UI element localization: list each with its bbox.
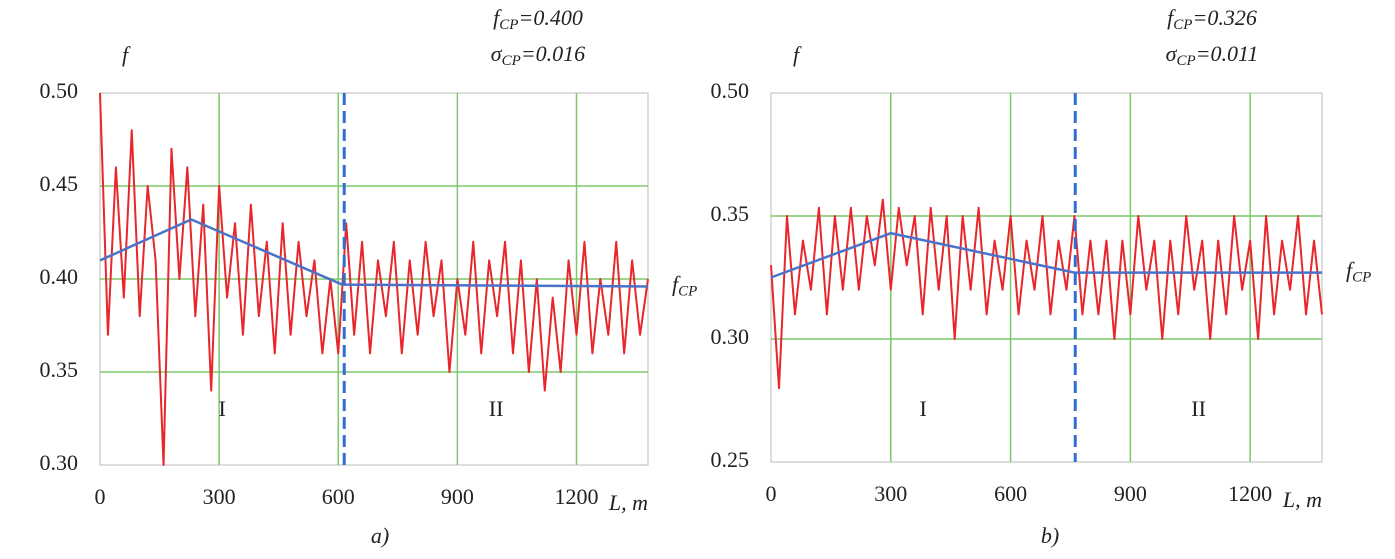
x-axis-label: L, m [608,490,648,515]
symbol: f [1346,258,1355,283]
zone-label: II [1191,396,1206,421]
signal-line [770,198,1323,390]
subscript: CP [1176,53,1195,69]
y-tick-label: 0.35 [711,201,750,226]
stat-label: σCP=0.011 [1166,41,1259,69]
symbol: σ [491,41,503,66]
subscript: CP [1173,17,1192,33]
symbol: f [672,271,681,296]
y-tick-label: 0.30 [711,324,750,349]
stat-label: fCP=0.400 [493,5,583,33]
caption: b) [1041,523,1059,548]
level-label: fCP [672,271,697,299]
stat-label: fCP=0.326 [1167,5,1257,33]
zone-label: I [919,396,926,421]
x-tick-label: 300 [874,481,907,506]
subscript: CP [678,284,697,300]
value-text: =0.016 [521,41,585,66]
symbol: σ [1166,41,1178,66]
y-axis-label: f [793,42,802,67]
value-text: =0.011 [1196,41,1259,66]
zone-label: II [489,396,504,421]
zone-label: I [218,396,225,421]
y-tick-label: 0.40 [40,264,79,289]
y-tick-label: 0.25 [711,447,750,472]
y-tick-label: 0.45 [40,171,79,196]
caption: a) [371,523,389,548]
y-tick-label: 0.35 [40,357,79,382]
x-tick-label: 900 [441,484,474,509]
subscript: CP [1352,270,1371,286]
x-tick-label: 1200 [1228,481,1272,506]
value-text: =0.400 [518,5,582,30]
signal-line [99,92,649,466]
y-tick-label: 0.30 [40,450,79,475]
y-tick-label: 0.50 [40,78,79,103]
x-tick-label: 1200 [555,484,599,509]
y-tick-label: 0.50 [711,78,750,103]
x-tick-label: 900 [1114,481,1147,506]
symbol: f [493,5,502,30]
x-tick-label: 600 [322,484,355,509]
level-label: fCP [1346,258,1371,286]
y-axis-label: f [122,42,131,67]
trend-line [99,218,649,288]
x-tick-label: 0 [95,484,106,509]
subscript: CP [502,53,521,69]
stat-label: σCP=0.016 [491,41,585,69]
trend-line [770,231,1322,279]
value-text: =0.326 [1192,5,1256,30]
x-tick-label: 300 [203,484,236,509]
x-tick-label: 0 [766,481,777,506]
subscript: CP [499,17,518,33]
x-axis-label: L, m [1282,487,1322,512]
symbol: f [1167,5,1176,30]
x-tick-label: 600 [994,481,1027,506]
